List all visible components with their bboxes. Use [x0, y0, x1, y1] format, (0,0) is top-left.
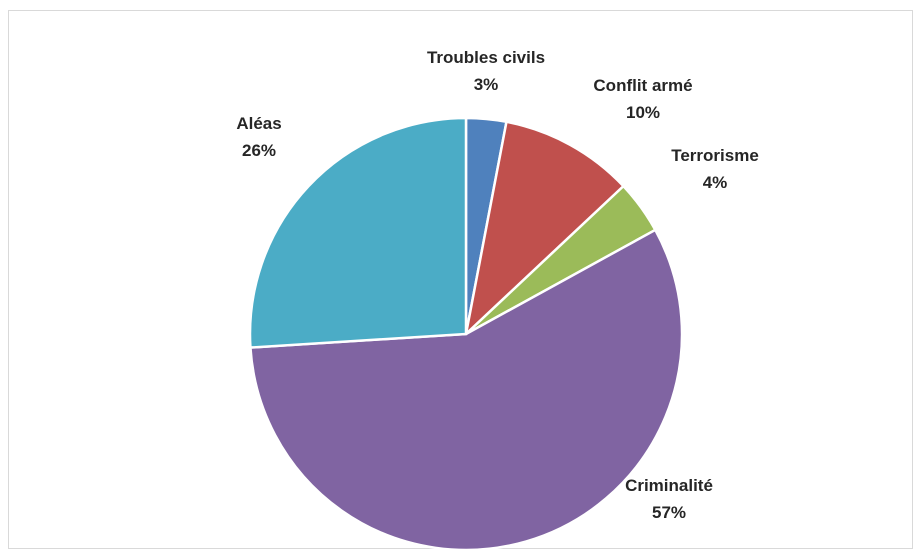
pie-slice-criminalit-	[249, 228, 684, 552]
slice-label: Conflit armé	[593, 76, 692, 95]
pie-labels: Troubles civils 3% Conflit armé 10% Terroris…	[236, 48, 758, 522]
pie-chart: Troubles civils 3% Conflit armé 10% Terroris…	[236, 48, 759, 552]
slice-value-label: 10%	[626, 103, 660, 122]
slice-label: Terrorisme	[671, 146, 759, 165]
slice-label: Criminalité	[625, 476, 713, 495]
pie-slices	[248, 116, 684, 552]
slice-label: Aléas	[236, 114, 281, 133]
pie-slice-al-as	[248, 116, 468, 349]
slice-value-label: 3%	[474, 75, 499, 94]
slice-label: Troubles civils	[427, 48, 545, 67]
pie-slice-conflit-arm-	[464, 120, 626, 338]
chart-frame: Troubles civils 3% Conflit armé 10% Terroris…	[8, 10, 913, 552]
slice-value-label: 4%	[703, 173, 728, 192]
slice-value-label: 57%	[652, 503, 686, 522]
slice-value-label: 26%	[242, 141, 276, 160]
